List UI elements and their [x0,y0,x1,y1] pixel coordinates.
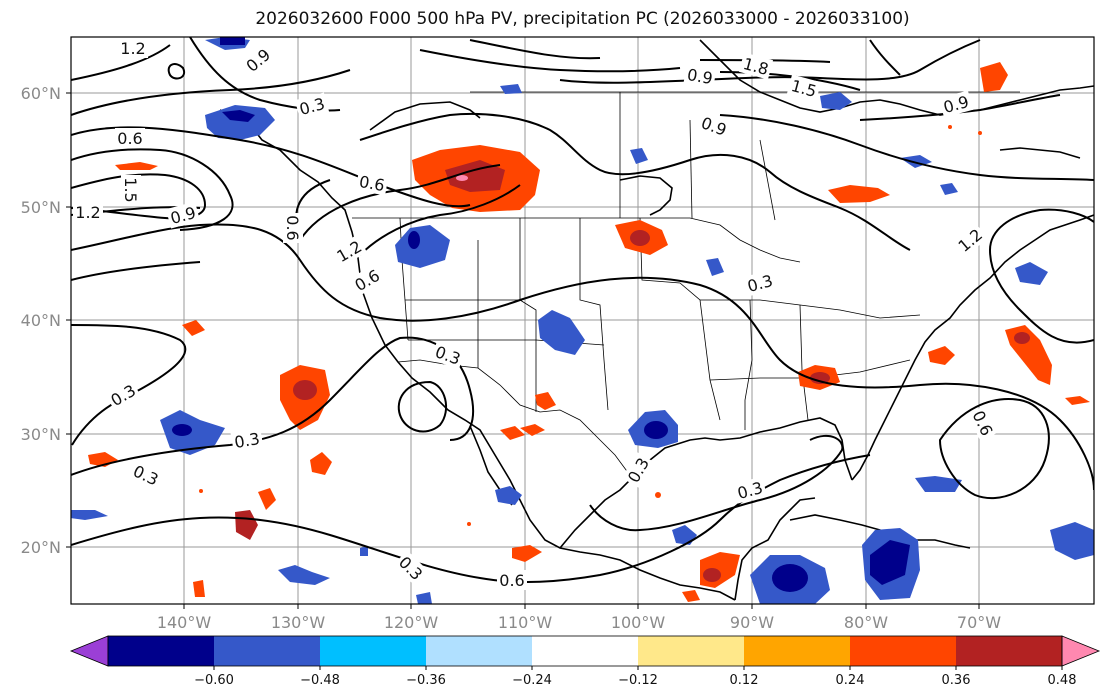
precip-negative [71,37,1094,604]
colorbar: −0.60 −0.48 −0.36 −0.24 −0.12 0.12 0.24 0.36 0.4… [69,635,1101,688]
colorbar-swatch [214,636,320,666]
contour-label: 0.6 [358,172,386,195]
lat-label: 40°N [21,311,61,330]
political-borders [352,91,1020,479]
colorbar-swatch [426,636,532,666]
contour-label-bg [742,269,778,297]
lat-label: 50°N [21,198,61,217]
contour-label-bg [497,570,527,590]
contour-label-bg [128,459,164,491]
contour-label-bg [683,63,717,89]
contour-label-bg [118,38,148,58]
lat-label: 30°N [21,425,61,444]
lon-label: 110°W [498,613,553,632]
contour-label: 0.3 [233,429,261,452]
map-title: 2026032600 F000 500 hPa PV, precipitatio… [255,9,910,29]
longitude-labels: 140°W 130°W 120°W 110°W 100°W 90°W 80°W 70°W [157,613,1001,632]
lon-label: 140°W [157,613,212,632]
contour-label: 0.6 [499,571,524,590]
contour-label-bg [786,74,822,102]
colorbar-tick-label: −0.36 [406,673,446,688]
contour-label-bg [732,476,768,504]
colorbar-swatch [108,636,214,666]
contour-label-bg [393,550,429,586]
colorbar-tick-label: 0.48 [1048,673,1077,688]
contour-label-bg [349,263,385,297]
colorbar-tick-label: −0.48 [300,673,340,688]
colorbar-swatch [850,636,956,666]
contour-label-bg [240,42,276,78]
colorbar-swatch [956,636,1062,666]
colorbar-tick-label: 0.36 [942,673,971,688]
contour-label-bg [952,222,988,258]
contour-label-bg [938,90,974,118]
contour-label-bg [73,202,103,222]
contour-label-bg [294,92,330,120]
tick-marks [66,92,980,609]
contour-label: 1.2 [120,39,145,58]
lon-label: 130°W [271,613,326,632]
contour-label: 1.5 [121,177,140,202]
colorbar-swatch [638,636,744,666]
lat-label: 60°N [21,84,61,103]
contour-label-bg [283,213,303,243]
contour-label-bg [738,52,774,80]
lat-label: 20°N [21,538,61,557]
contour-label: 0.9 [686,65,714,88]
colorbar-tick-label: −0.12 [618,673,658,688]
colorbar-tick-label: 0.12 [730,673,759,688]
contour-label-bg [230,427,264,453]
colorbar-tick-label: −0.24 [512,673,552,688]
contour-label: 0.6 [117,129,142,148]
colorbar-extend-high [1061,635,1101,667]
lon-label: 100°W [611,613,666,632]
contour-label-bg [331,234,367,268]
colorbar-swatch [744,636,850,666]
contour-label-bg [115,128,145,148]
lon-label: 80°W [844,613,888,632]
contour-label-bg [430,340,466,370]
colorbar-extend-low [69,635,109,667]
latitude-labels: 60°N 50°N 40°N 30°N 20°N [21,84,61,557]
contour-label-bg [355,170,389,196]
contour-label: 1.2 [75,203,100,222]
contour-label-bg [621,452,655,488]
contour-label-bg [967,405,999,441]
lon-label: 90°W [730,613,774,632]
contour-label-bg [105,378,141,412]
precip-positive [88,62,1090,602]
contour-label-bg [165,201,201,229]
contour-label: 0.6 [283,215,302,240]
colorbar-swatch [532,636,638,666]
contour-label-bg [696,111,732,141]
lon-label: 70°W [957,613,1001,632]
colorbar-tick-label: −0.60 [194,673,234,688]
colorbar-tick-label: 0.24 [836,673,865,688]
lon-label: 120°W [384,613,439,632]
colorbar-swatch [320,636,426,666]
contour-label-bg [121,175,141,205]
colorbar-frame [107,635,1063,667]
